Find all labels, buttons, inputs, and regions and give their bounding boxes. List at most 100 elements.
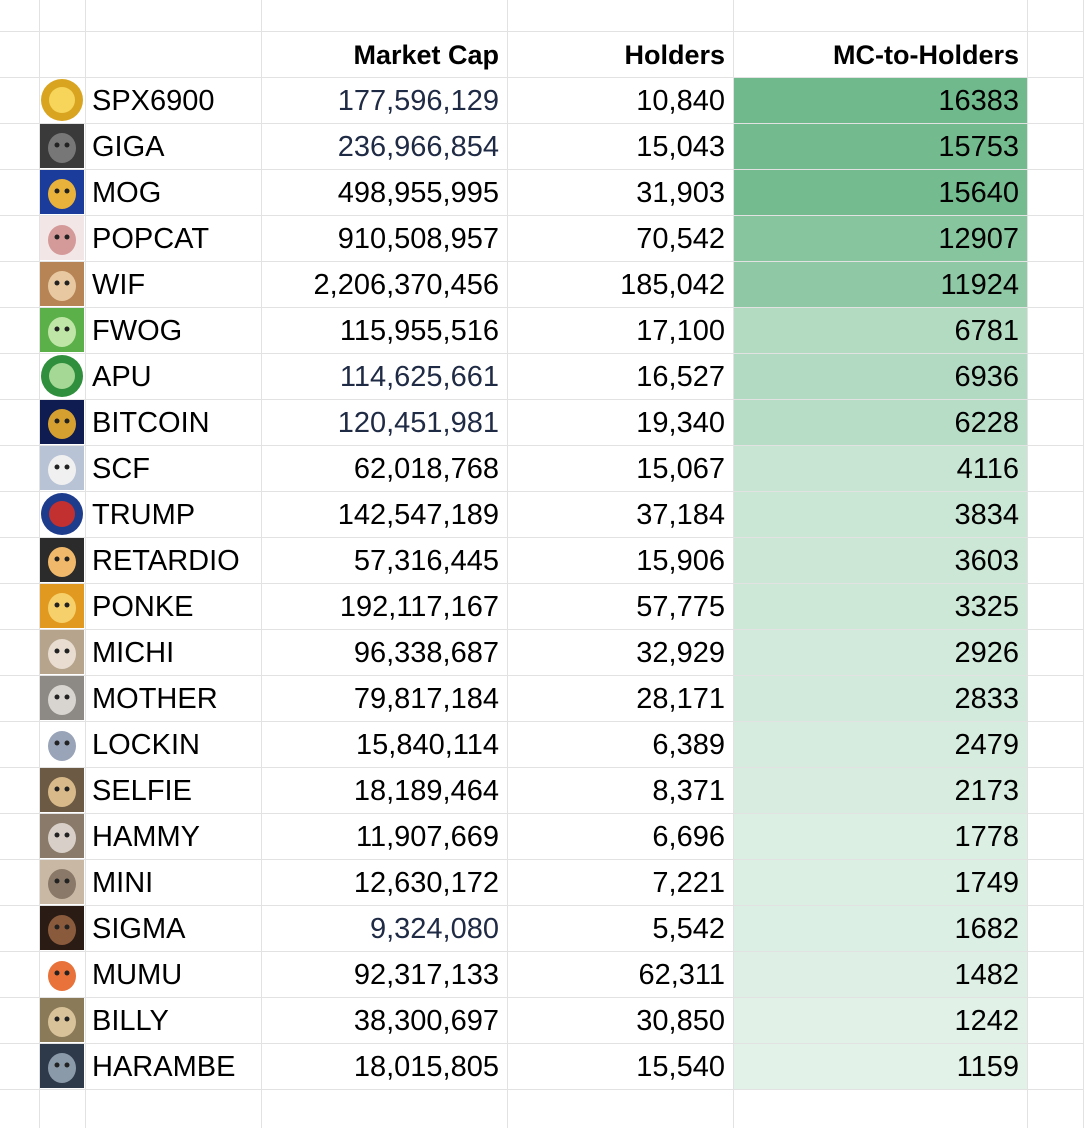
mc-to-holders-value[interactable]: 3325 — [734, 584, 1028, 630]
token-image-cell[interactable] — [40, 722, 86, 768]
holders-value[interactable]: 31,903 — [508, 170, 734, 216]
mc-to-holders-value[interactable]: 1482 — [734, 952, 1028, 998]
cell[interactable] — [1028, 906, 1084, 952]
cell[interactable] — [0, 492, 40, 538]
market-cap-value[interactable]: 11,907,669 — [262, 814, 508, 860]
cell[interactable] — [0, 906, 40, 952]
token-name[interactable]: MICHI — [86, 630, 262, 676]
holders-value[interactable]: 10,840 — [508, 78, 734, 124]
cell[interactable] — [86, 0, 262, 32]
mc-to-holders-value[interactable]: 1749 — [734, 860, 1028, 906]
holders-value[interactable]: 7,221 — [508, 860, 734, 906]
cell[interactable] — [1028, 262, 1084, 308]
market-cap-value[interactable]: 236,966,854 — [262, 124, 508, 170]
token-image-cell[interactable] — [40, 308, 86, 354]
token-name[interactable]: MOTHER — [86, 676, 262, 722]
mc-to-holders-value[interactable]: 12907 — [734, 216, 1028, 262]
holders-value[interactable]: 17,100 — [508, 308, 734, 354]
cell[interactable] — [1028, 676, 1084, 722]
cell[interactable] — [0, 722, 40, 768]
market-cap-value[interactable]: 498,955,995 — [262, 170, 508, 216]
holders-value[interactable]: 6,389 — [508, 722, 734, 768]
mc-to-holders-value[interactable]: 2479 — [734, 722, 1028, 768]
cell[interactable] — [1028, 722, 1084, 768]
market-cap-value[interactable]: 12,630,172 — [262, 860, 508, 906]
cell[interactable] — [1028, 124, 1084, 170]
token-name[interactable]: SIGMA — [86, 906, 262, 952]
market-cap-value[interactable]: 114,625,661 — [262, 354, 508, 400]
market-cap-value[interactable]: 92,317,133 — [262, 952, 508, 998]
cell[interactable] — [1028, 170, 1084, 216]
cell[interactable] — [262, 1090, 508, 1128]
cell[interactable] — [1028, 952, 1084, 998]
token-image-cell[interactable] — [40, 814, 86, 860]
cell[interactable] — [0, 0, 40, 32]
market-cap-value[interactable]: 18,015,805 — [262, 1044, 508, 1090]
cell[interactable] — [1028, 1044, 1084, 1090]
market-cap-value[interactable]: 38,300,697 — [262, 998, 508, 1044]
cell[interactable] — [40, 1090, 86, 1128]
mc-to-holders-value[interactable]: 15753 — [734, 124, 1028, 170]
token-name[interactable]: APU — [86, 354, 262, 400]
token-name[interactable]: WIF — [86, 262, 262, 308]
token-name[interactable]: SPX6900 — [86, 78, 262, 124]
token-image-cell[interactable] — [40, 400, 86, 446]
market-cap-value[interactable]: 120,451,981 — [262, 400, 508, 446]
market-cap-value[interactable]: 177,596,129 — [262, 78, 508, 124]
cell[interactable] — [40, 32, 86, 78]
token-image-cell[interactable] — [40, 860, 86, 906]
token-name[interactable]: FWOG — [86, 308, 262, 354]
mc-to-holders-header[interactable]: MC-to-Holders — [734, 32, 1028, 78]
holders-value[interactable]: 37,184 — [508, 492, 734, 538]
cell[interactable] — [1028, 78, 1084, 124]
market-cap-value[interactable]: 192,117,167 — [262, 584, 508, 630]
mc-to-holders-value[interactable]: 6228 — [734, 400, 1028, 446]
mc-to-holders-value[interactable]: 1778 — [734, 814, 1028, 860]
token-image-cell[interactable] — [40, 124, 86, 170]
cell[interactable] — [86, 1090, 262, 1128]
holders-header[interactable]: Holders — [508, 32, 734, 78]
token-image-cell[interactable] — [40, 906, 86, 952]
cell[interactable] — [0, 538, 40, 584]
mc-to-holders-value[interactable]: 3834 — [734, 492, 1028, 538]
mc-to-holders-value[interactable]: 2173 — [734, 768, 1028, 814]
market-cap-value[interactable]: 2,206,370,456 — [262, 262, 508, 308]
market-cap-header[interactable]: Market Cap — [262, 32, 508, 78]
holders-value[interactable]: 30,850 — [508, 998, 734, 1044]
token-image-cell[interactable] — [40, 78, 86, 124]
mc-to-holders-value[interactable]: 15640 — [734, 170, 1028, 216]
holders-value[interactable]: 8,371 — [508, 768, 734, 814]
cell[interactable] — [734, 0, 1028, 32]
cell[interactable] — [0, 630, 40, 676]
token-image-cell[interactable] — [40, 170, 86, 216]
cell[interactable] — [1028, 1090, 1084, 1128]
token-name[interactable]: LOCKIN — [86, 722, 262, 768]
cell[interactable] — [1028, 814, 1084, 860]
token-name[interactable]: SCF — [86, 446, 262, 492]
token-image-cell[interactable] — [40, 262, 86, 308]
market-cap-value[interactable]: 910,508,957 — [262, 216, 508, 262]
token-name[interactable]: MUMU — [86, 952, 262, 998]
token-image-cell[interactable] — [40, 952, 86, 998]
cell[interactable] — [1028, 32, 1084, 78]
mc-to-holders-value[interactable]: 11924 — [734, 262, 1028, 308]
token-name[interactable]: MINI — [86, 860, 262, 906]
holders-value[interactable]: 15,043 — [508, 124, 734, 170]
cell[interactable] — [0, 308, 40, 354]
token-name[interactable]: MOG — [86, 170, 262, 216]
mc-to-holders-value[interactable]: 4116 — [734, 446, 1028, 492]
cell[interactable] — [508, 1090, 734, 1128]
cell[interactable] — [1028, 860, 1084, 906]
mc-to-holders-value[interactable]: 1159 — [734, 1044, 1028, 1090]
cell[interactable] — [0, 400, 40, 446]
cell[interactable] — [0, 998, 40, 1044]
cell[interactable] — [1028, 584, 1084, 630]
market-cap-value[interactable]: 142,547,189 — [262, 492, 508, 538]
mc-to-holders-value[interactable]: 2926 — [734, 630, 1028, 676]
holders-value[interactable]: 15,067 — [508, 446, 734, 492]
mc-to-holders-value[interactable]: 1682 — [734, 906, 1028, 952]
token-image-cell[interactable] — [40, 768, 86, 814]
token-name[interactable]: BITCOIN — [86, 400, 262, 446]
market-cap-value[interactable]: 96,338,687 — [262, 630, 508, 676]
cell[interactable] — [0, 216, 40, 262]
